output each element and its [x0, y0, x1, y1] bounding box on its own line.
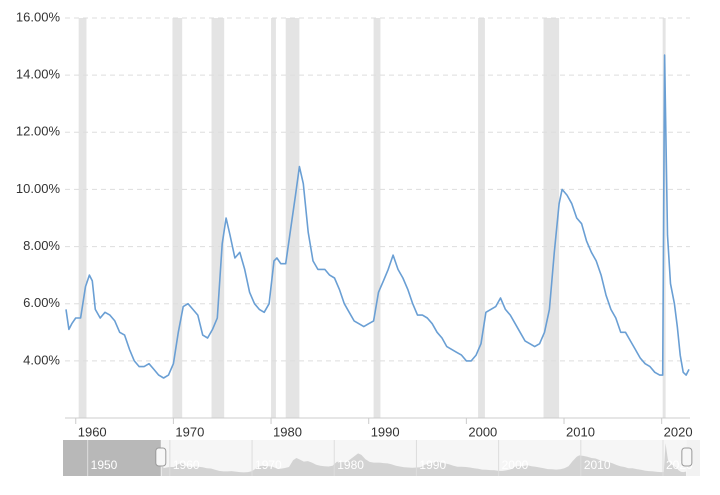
- y-tick-label: 16.00%: [16, 9, 61, 24]
- navigator-area: [161, 443, 687, 476]
- navigator-mask: [63, 440, 161, 476]
- navigator-handle[interactable]: [681, 447, 693, 467]
- recession-band: [271, 18, 276, 418]
- data-line: [65, 54, 690, 379]
- x-tick-label: 2000: [468, 424, 497, 439]
- recession-band: [211, 18, 225, 418]
- y-tick-label: 6.00%: [23, 295, 60, 310]
- x-tick-label: 2010: [566, 424, 595, 439]
- navigator-label: 1990: [419, 458, 446, 472]
- y-tick-label: 10.00%: [16, 181, 61, 196]
- navigator-selection: [160, 440, 687, 476]
- y-tick-label: 14.00%: [16, 67, 61, 82]
- navigator-label: 2000: [502, 458, 529, 472]
- navigator-label: 2010: [584, 458, 611, 472]
- recession-band: [543, 18, 560, 418]
- navigator-label: 1950: [91, 458, 118, 472]
- recession-band: [78, 18, 87, 418]
- x-tick-label: 1970: [175, 424, 204, 439]
- y-tick-label: 4.00%: [23, 352, 60, 367]
- navigator-handle[interactable]: [155, 447, 167, 467]
- y-tick-label: 8.00%: [23, 238, 60, 253]
- recession-band: [478, 18, 485, 418]
- navigator-label: 1960: [173, 458, 200, 472]
- navigator-label: 1970: [255, 458, 282, 472]
- recession-band: [172, 18, 183, 418]
- x-tick-label: 1960: [78, 424, 107, 439]
- x-tick-label: 1980: [273, 424, 302, 439]
- recession-band: [373, 18, 381, 418]
- navigator-label: 1980: [337, 458, 364, 472]
- x-tick-label: 2020: [664, 424, 693, 439]
- x-tick-label: 1990: [371, 424, 400, 439]
- y-tick-label: 12.00%: [16, 124, 61, 139]
